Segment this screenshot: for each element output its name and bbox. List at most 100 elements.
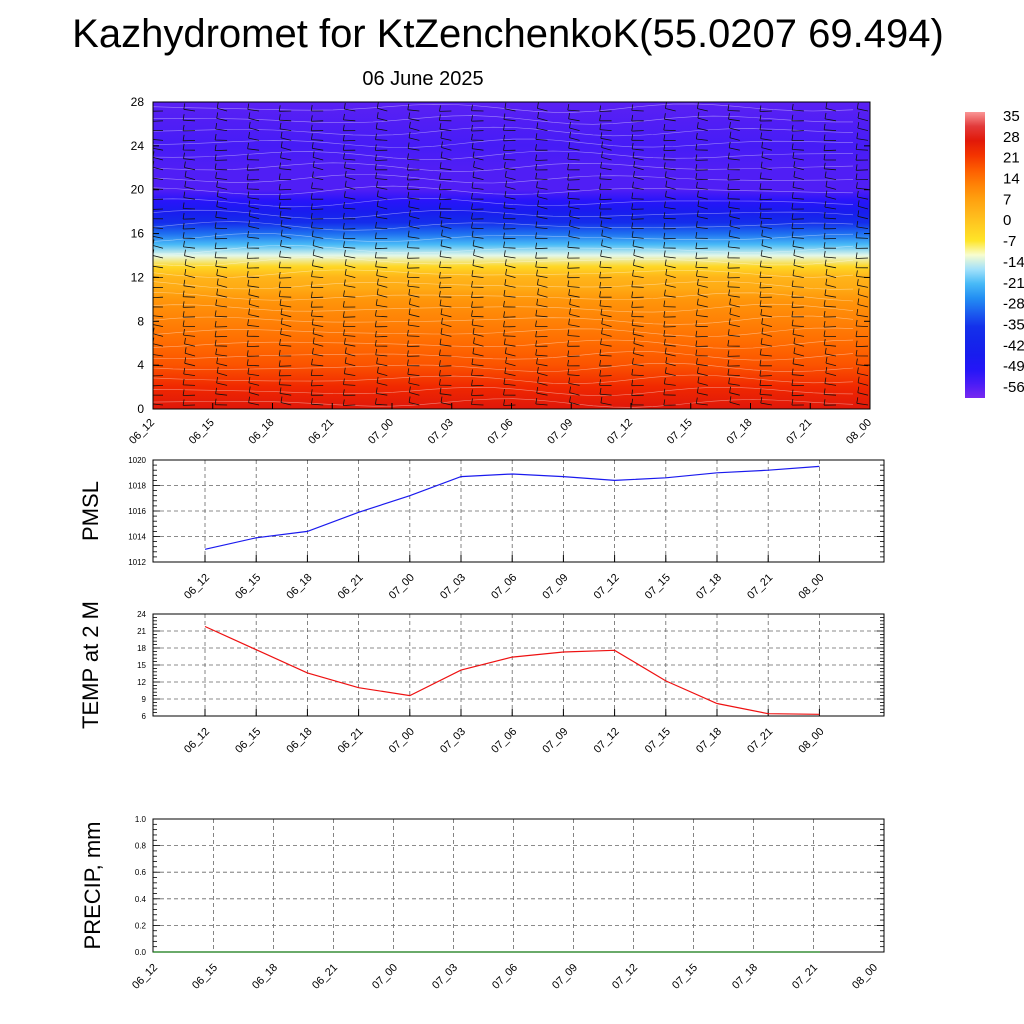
- y-tick-label: 15: [137, 661, 146, 670]
- wind-barb: [344, 338, 356, 347]
- wind-barb: [759, 193, 772, 201]
- x-tick-label: 07_15: [665, 417, 695, 447]
- wind-barb: [537, 112, 548, 122]
- colorbar-label: 14: [1003, 171, 1020, 188]
- wind-barb: [569, 121, 580, 131]
- wind-barb: [727, 262, 740, 269]
- wind-barb: [856, 279, 869, 288]
- wind-barb: [535, 330, 548, 338]
- wind-barb: [439, 105, 452, 112]
- wind-barb: [632, 269, 644, 278]
- wind-barb: [631, 231, 644, 239]
- wind-barb: [793, 347, 805, 357]
- wind-barb: [568, 289, 580, 298]
- temperature-field: [153, 102, 870, 409]
- wind-barb: [696, 210, 708, 220]
- wind-barb: [214, 163, 228, 171]
- wind-barb: [278, 261, 292, 269]
- wind-barb: [823, 211, 837, 220]
- wind-barb: [791, 310, 804, 318]
- wind-barb: [248, 386, 260, 396]
- y-tick-label: 16: [131, 227, 145, 241]
- x-tick-label: 08_00: [844, 417, 874, 447]
- wind-barb: [633, 171, 644, 180]
- wind-barb: [856, 132, 869, 141]
- wind-barb: [439, 211, 452, 220]
- wind-barb: [760, 308, 772, 318]
- wind-barb: [856, 220, 869, 229]
- wind-barb: [857, 386, 869, 396]
- isotherm-line: [153, 232, 854, 242]
- wind-barb: [215, 172, 228, 180]
- wind-barb: [312, 337, 324, 347]
- wind-barb: [376, 288, 388, 298]
- x-tick-label: 07_03: [430, 962, 460, 992]
- wind-barb: [182, 290, 196, 298]
- wind-barb: [729, 298, 740, 308]
- wind-barb: [599, 193, 612, 201]
- wind-barb: [377, 278, 388, 288]
- wind-barb: [407, 359, 420, 367]
- wind-barb: [439, 290, 452, 298]
- wind-barb: [759, 348, 772, 357]
- wind-barb: [471, 379, 484, 387]
- wind-barb: [823, 330, 836, 337]
- wind-barb: [216, 366, 228, 376]
- isotherm-line: [153, 386, 854, 396]
- wind-barb: [761, 141, 772, 151]
- wind-barb: [567, 153, 580, 161]
- wind-barb: [537, 278, 548, 288]
- wind-barb: [441, 229, 452, 239]
- wind-barb: [376, 200, 388, 210]
- wind-barb: [310, 281, 324, 288]
- wind-barb: [664, 347, 676, 357]
- wind-barb: [408, 288, 420, 298]
- wind-barb: [342, 124, 356, 132]
- wind-barb: [631, 142, 644, 151]
- wind-barb: [216, 180, 228, 190]
- wind-barb: [537, 200, 548, 210]
- wind-barb: [791, 222, 804, 230]
- wind-barb: [761, 151, 773, 161]
- wind-barb: [569, 219, 580, 229]
- y-tick-label: 1012: [128, 558, 146, 567]
- y-tick-label: 1018: [128, 482, 146, 491]
- wind-barb: [631, 134, 644, 141]
- x-tick-label: 06_18: [284, 572, 314, 602]
- wind-barb: [825, 268, 837, 278]
- wind-barb: [311, 221, 324, 229]
- wind-barb: [215, 211, 228, 220]
- wind-barb: [631, 104, 644, 112]
- wind-barb: [663, 388, 676, 396]
- wind-barb: [599, 261, 612, 269]
- wind-barb: [791, 103, 804, 112]
- x-tick-label: 07_21: [790, 962, 820, 992]
- wind-barb: [791, 379, 804, 386]
- wind-barb: [825, 278, 837, 288]
- wind-barb: [824, 377, 837, 386]
- wind-barb: [471, 115, 484, 122]
- wind-barb: [408, 396, 420, 406]
- wind-barb: [375, 210, 388, 220]
- wind-barb: [601, 141, 612, 151]
- series-line: [204, 465, 820, 550]
- wind-barb: [246, 173, 260, 181]
- wind-barb: [600, 250, 612, 259]
- wind-barb: [214, 339, 228, 347]
- wind-barb: [535, 242, 548, 250]
- wind-barb: [537, 366, 548, 376]
- wind-barb: [504, 279, 516, 288]
- wind-barb: [664, 113, 676, 122]
- wind-barb: [247, 103, 260, 112]
- wind-barb: [727, 183, 740, 191]
- x-tick-label: 07_06: [490, 962, 520, 992]
- wind-barb: [729, 219, 740, 229]
- colorbar-label: -21: [1003, 275, 1024, 292]
- wind-barb: [376, 190, 388, 200]
- wind-barb: [342, 144, 356, 151]
- wind-barb: [214, 133, 228, 141]
- isotherm-line: [153, 185, 854, 196]
- wind-barb: [310, 124, 324, 132]
- wind-barb: [599, 370, 612, 377]
